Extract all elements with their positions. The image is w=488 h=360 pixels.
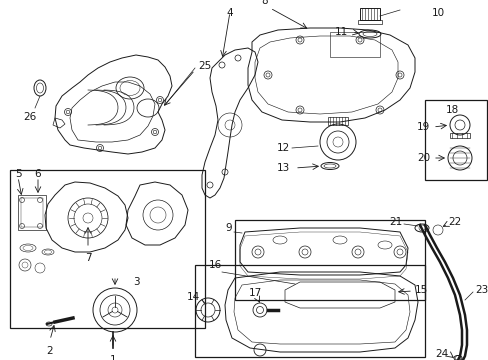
Text: 16: 16 xyxy=(208,260,221,270)
Text: 24: 24 xyxy=(434,349,447,359)
Text: 17: 17 xyxy=(248,288,261,298)
Text: 2: 2 xyxy=(46,346,53,356)
Text: 20: 20 xyxy=(416,153,429,163)
Text: 26: 26 xyxy=(23,112,37,122)
Text: 8: 8 xyxy=(261,0,268,6)
Bar xyxy=(327,117,347,125)
Text: 7: 7 xyxy=(84,253,91,263)
Bar xyxy=(449,133,469,138)
Text: 23: 23 xyxy=(474,285,487,295)
Text: 3: 3 xyxy=(133,277,140,287)
Text: 1: 1 xyxy=(109,355,116,360)
Text: 22: 22 xyxy=(447,217,460,227)
Bar xyxy=(18,195,46,230)
Text: 14: 14 xyxy=(186,292,200,302)
Bar xyxy=(329,32,379,57)
Bar xyxy=(10,170,204,328)
Text: 25: 25 xyxy=(198,61,211,71)
Text: 5: 5 xyxy=(15,169,21,179)
Bar xyxy=(424,100,486,180)
Text: 10: 10 xyxy=(431,8,444,18)
Bar xyxy=(357,20,381,24)
Text: 15: 15 xyxy=(414,285,427,295)
Text: 9: 9 xyxy=(225,223,231,233)
Bar xyxy=(195,265,424,357)
Text: 11: 11 xyxy=(334,27,347,37)
Text: 4: 4 xyxy=(226,8,233,18)
Text: 12: 12 xyxy=(276,143,289,153)
Text: 19: 19 xyxy=(416,122,429,132)
Text: 13: 13 xyxy=(276,163,289,173)
Text: 21: 21 xyxy=(388,217,401,227)
Bar xyxy=(235,220,424,300)
Text: 18: 18 xyxy=(445,105,458,115)
Bar xyxy=(359,8,379,20)
Bar xyxy=(21,198,43,227)
Text: 6: 6 xyxy=(35,169,41,179)
